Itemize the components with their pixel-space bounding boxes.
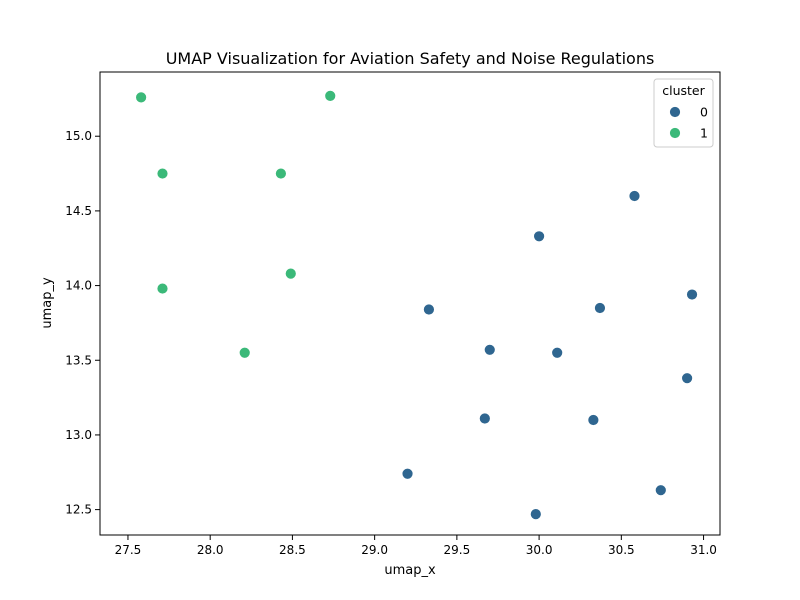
data-points xyxy=(135,89,698,520)
legend-marker-cluster-1 xyxy=(669,127,681,139)
x-tick-label: 30.5 xyxy=(608,543,635,557)
y-axis: 12.5 13.0 13.5 14.0 14.5 15.0 xyxy=(65,129,100,517)
data-point-cluster-1 xyxy=(324,89,337,102)
y-tick-label: 14.0 xyxy=(65,279,92,293)
x-tick-label: 29.0 xyxy=(361,543,388,557)
data-point-cluster-1 xyxy=(156,167,169,180)
data-point-cluster-0 xyxy=(551,346,564,359)
data-point-cluster-0 xyxy=(628,190,641,202)
legend-title: cluster xyxy=(662,83,705,98)
x-tick-label: 29.5 xyxy=(444,543,471,557)
legend-box xyxy=(653,78,714,148)
y-tick-label: 13.0 xyxy=(65,428,92,442)
data-point-cluster-1 xyxy=(156,282,169,295)
y-axis-label: umap_y xyxy=(40,277,55,329)
chart-title: UMAP Visualization for Aviation Safety a… xyxy=(166,49,655,68)
data-point-cluster-0 xyxy=(401,467,414,480)
legend-marker-cluster-0 xyxy=(669,106,681,118)
y-tick-label: 14.5 xyxy=(65,204,92,218)
data-point-cluster-0 xyxy=(529,508,542,520)
x-axis-label: umap_x xyxy=(384,563,436,578)
x-tick-label: 28.5 xyxy=(279,543,306,557)
data-point-cluster-0 xyxy=(478,412,491,425)
data-point-cluster-0 xyxy=(681,372,694,385)
data-point-cluster-0 xyxy=(686,288,698,301)
data-point-cluster-1 xyxy=(238,346,251,359)
x-tick-label: 30.0 xyxy=(526,543,553,557)
y-tick-label: 12.5 xyxy=(65,503,92,517)
x-tick-label: 27.5 xyxy=(115,543,142,557)
data-point-cluster-1 xyxy=(135,91,148,104)
y-tick-label: 15.0 xyxy=(65,129,92,143)
data-point-cluster-1 xyxy=(284,267,297,280)
x-tick-label: 31.0 xyxy=(690,543,717,557)
y-tick-label: 13.5 xyxy=(65,353,92,367)
legend-label-cluster-0: 0 xyxy=(700,105,708,120)
data-point-cluster-0 xyxy=(654,484,667,497)
data-point-cluster-0 xyxy=(423,303,435,316)
data-point-cluster-1 xyxy=(275,167,287,180)
data-point-cluster-0 xyxy=(594,302,606,314)
data-point-cluster-0 xyxy=(533,230,545,243)
legend-label-cluster-1: 1 xyxy=(700,126,708,141)
legend: cluster 0 1 xyxy=(653,78,714,148)
plot-area xyxy=(99,71,721,536)
data-point-cluster-0 xyxy=(483,343,496,356)
x-tick-label: 28.0 xyxy=(197,543,224,557)
x-axis: 27.5 28.0 28.5 29.0 29.5 30.0 30.5 31.0 xyxy=(115,535,717,557)
data-point-cluster-0 xyxy=(587,414,600,426)
plot-frame xyxy=(99,71,721,536)
